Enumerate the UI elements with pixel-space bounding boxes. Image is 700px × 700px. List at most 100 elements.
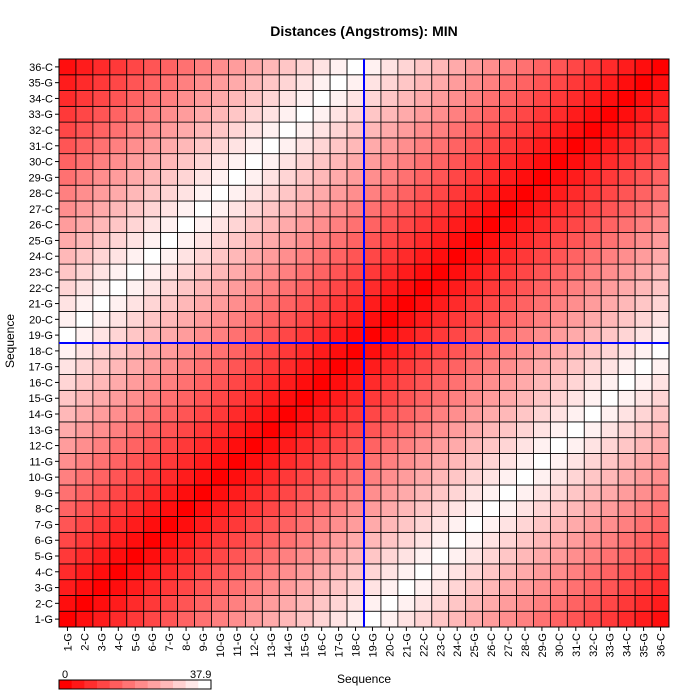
heatmap-cells	[58, 58, 670, 628]
heatmap-cell	[583, 58, 602, 76]
heatmap-cell	[465, 437, 484, 454]
heatmap-cell	[211, 263, 229, 281]
heatmap-cell	[465, 58, 484, 76]
heatmap-cell	[194, 74, 212, 91]
heatmap-cell	[58, 105, 77, 123]
heatmap-cell	[363, 326, 382, 344]
heatmap-cell	[109, 232, 128, 249]
heatmap-cell	[126, 137, 145, 155]
heatmap-cell	[278, 137, 297, 155]
heatmap-cell	[397, 389, 416, 407]
heatmap-cell	[566, 579, 585, 596]
heatmap-cell	[312, 58, 331, 76]
heatmap-cell	[177, 169, 195, 186]
heatmap-cell	[329, 279, 348, 297]
heatmap-cell	[583, 232, 602, 249]
heatmap-cell	[75, 311, 94, 328]
heatmap-cell	[448, 279, 467, 297]
heatmap-cell	[397, 342, 416, 360]
heatmap-cell	[244, 595, 263, 612]
heatmap-cell	[160, 232, 179, 249]
heatmap-cell	[549, 500, 568, 517]
heatmap-cell	[566, 516, 585, 533]
heatmap-cell	[244, 74, 263, 91]
heatmap-cell	[617, 216, 636, 233]
heatmap-cell	[312, 531, 331, 549]
heatmap-cell	[583, 516, 602, 533]
heatmap-cell	[75, 137, 94, 155]
heatmap-cell	[194, 358, 212, 375]
heatmap-cell	[261, 311, 280, 328]
heatmap-cell	[651, 200, 670, 218]
heatmap-cell	[448, 184, 467, 202]
heatmap-cell	[600, 58, 619, 76]
heatmap-cell	[295, 200, 314, 218]
heatmap-cell	[583, 453, 602, 470]
heatmap-cell	[397, 279, 416, 297]
heatmap-cell	[465, 389, 484, 407]
heatmap-cell	[126, 468, 145, 486]
heatmap-cell	[329, 547, 348, 565]
heatmap-cell	[228, 90, 246, 107]
heatmap-cell	[380, 531, 399, 549]
legend-min-label: 0	[62, 669, 68, 681]
heatmap-cell	[414, 247, 433, 265]
heatmap-cell	[465, 342, 484, 360]
heatmap-cell	[600, 374, 619, 391]
heatmap-cell	[92, 500, 111, 517]
heatmap-cell	[177, 547, 195, 565]
heatmap-cell	[244, 247, 263, 265]
heatmap-cell	[533, 453, 551, 470]
heatmap-cell	[75, 184, 94, 202]
heatmap-cell	[651, 90, 670, 107]
heatmap-cell	[312, 358, 331, 375]
heatmap-cell	[583, 169, 602, 186]
heatmap-cell	[516, 595, 534, 612]
y-tick-label: 34-C	[29, 93, 53, 105]
heatmap-cell	[261, 358, 280, 375]
heatmap-cell	[211, 563, 229, 581]
heatmap-cell	[600, 153, 619, 170]
heatmap-cell	[617, 200, 636, 218]
heatmap-cell	[516, 90, 534, 107]
heatmap-cell	[465, 90, 484, 107]
heatmap-cell	[448, 405, 467, 423]
heatmap-cell	[465, 137, 484, 155]
y-tick-label: 22-C	[29, 283, 53, 295]
heatmap-cell	[516, 531, 534, 549]
heatmap-cell	[516, 216, 534, 233]
heatmap-cell	[600, 90, 619, 107]
heatmap-cell	[92, 169, 111, 186]
heatmap-cell	[261, 468, 280, 486]
heatmap-cell	[549, 153, 568, 170]
heatmap-cell	[414, 453, 433, 470]
heatmap-cell	[261, 437, 280, 454]
y-tick-label: 16-C	[29, 377, 53, 389]
heatmap-cell	[160, 610, 179, 628]
heatmap-cell	[143, 468, 162, 486]
heatmap-cell	[414, 563, 433, 581]
heatmap-cell	[651, 263, 670, 281]
heatmap-cell	[397, 453, 416, 470]
heatmap-cell	[482, 295, 500, 312]
heatmap-cell	[177, 137, 195, 155]
heatmap-cell	[194, 516, 212, 533]
heatmap-cell	[346, 200, 365, 218]
heatmap-cell	[465, 405, 484, 423]
heatmap-cell	[109, 358, 128, 375]
heatmap-cell	[228, 405, 246, 423]
heatmap-cell	[634, 58, 653, 76]
heatmap-cell	[92, 389, 111, 407]
heatmap-cell	[482, 437, 500, 454]
heatmap-cell	[431, 547, 450, 565]
heatmap-cell	[244, 374, 263, 391]
heatmap-cell	[617, 421, 636, 439]
heatmap-cell	[58, 610, 77, 628]
heatmap-cell	[617, 137, 636, 155]
heatmap-cell	[431, 563, 450, 581]
heatmap-cell	[617, 595, 636, 612]
heatmap-cell	[329, 516, 348, 533]
heatmap-cell	[295, 358, 314, 375]
heatmap-cell	[346, 74, 365, 91]
